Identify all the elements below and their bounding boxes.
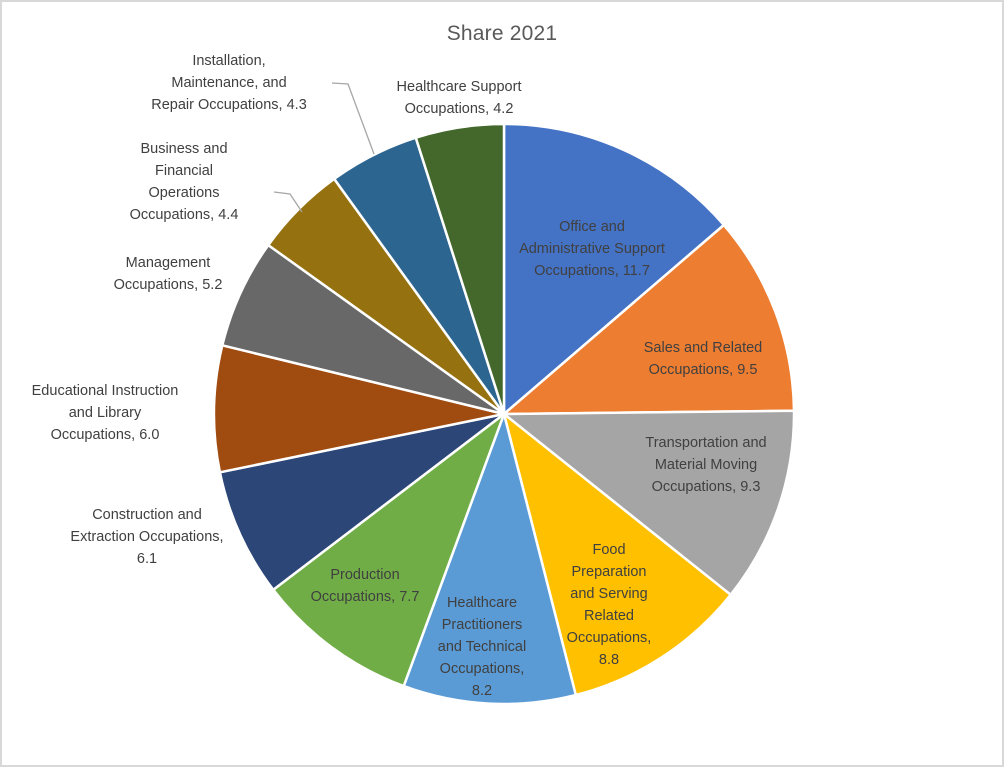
slice-label-healthcare-practitioners-and-technical-occupations: Healthcare Practitioners and Technical Occu…	[438, 595, 526, 699]
slice-label-sales-and-related-occupations: Sales and Related Occupations, 9.5	[644, 340, 763, 378]
slice-label-healthcare-support-occupations: Healthcare Support Occupations, 4.2	[397, 79, 522, 117]
leader-line-installation-maintenance-and-repair-occupations	[331, 82, 375, 155]
leader-line-business-and-financial-operations-occupations	[273, 191, 303, 213]
pie-slice-sales-and-related-occupations[interactable]	[502, 223, 796, 416]
slice-label-management-occupations: Management Occupations, 5.2	[114, 255, 223, 293]
pie-slice-food-preparation-and-serving-related-occupations[interactable]	[502, 412, 732, 697]
chart-title: Share 2021	[446, 22, 558, 45]
slice-label-educational-instruction-and-library-occupations: Educational Instruction and Library Occupa…	[32, 383, 179, 443]
pie-slice-healthcare-support-occupations[interactable]	[414, 122, 506, 416]
pie-slice-healthcare-practitioners-and-technical-occupations[interactable]	[402, 412, 578, 706]
slice-label-construction-and-extraction-occupations: Construction and Extraction Occupations, 6…	[70, 507, 223, 567]
slice-label-transportation-and-material-moving-occupations: Transportation and Material Moving Occupat…	[645, 435, 766, 495]
slice-label-production-occupations: Production Occupations, 7.7	[311, 567, 420, 605]
pie-slice-production-occupations[interactable]	[272, 412, 506, 688]
slice-label-installation-maintenance-and-repair-occupations: Installation, Maintenance, and Repair Occu…	[151, 53, 307, 113]
pie-slice-educational-instruction-and-library-occupations[interactable]	[212, 344, 506, 474]
slice-label-food-preparation-and-serving-related-occupations: Food Preparation and Serving Related Occupat…	[567, 542, 652, 668]
pie-slice-transportation-and-material-moving-occupations[interactable]	[502, 409, 796, 597]
pie-slice-office-and-administrative-support-occupations[interactable]	[502, 122, 726, 416]
slice-label-office-and-administrative-support-occupations: Office and Administrative Support Occupati…	[519, 219, 665, 279]
slice-label-business-and-financial-operations-occupations: Business and Financial Operations Occupatio…	[130, 141, 239, 223]
